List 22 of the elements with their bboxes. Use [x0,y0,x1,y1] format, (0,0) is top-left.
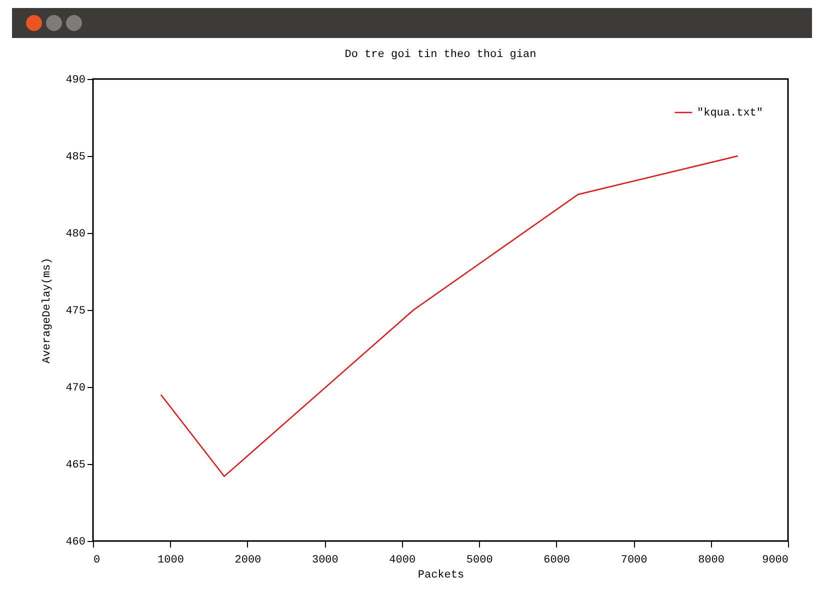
line-series [160,155,738,477]
x-tick-label: 2000 [234,554,262,566]
y-tick-label: 480 [66,228,86,240]
x-tick-label: 3000 [312,554,338,566]
y-axis-title: AverageDelay(ms) [42,258,54,364]
y-tick-label: 485 [66,152,86,164]
chart-title: Do tre goi tin theo thoi gian [344,49,536,61]
x-tick-label: 0 [94,554,100,566]
y-tick-label: 470 [66,382,86,394]
x-tick-label: 7000 [620,554,648,566]
x-tick-label: 4000 [389,554,416,566]
x-axis-title: Packets [418,570,464,582]
x-tick-label: 8000 [698,554,724,566]
x-tick-label: 6000 [544,554,570,566]
y-tick-label: 465 [66,460,86,472]
legend-label: "kqua.txt" [697,108,764,120]
x-tick-label: 1000 [158,554,184,566]
y-tick-label: 475 [66,306,86,318]
x-tick-label: 5000 [466,554,493,566]
x-tick-label: 9000 [762,554,788,566]
y-tick-label: 490 [66,74,86,86]
y-tick-label: 460 [66,536,86,548]
